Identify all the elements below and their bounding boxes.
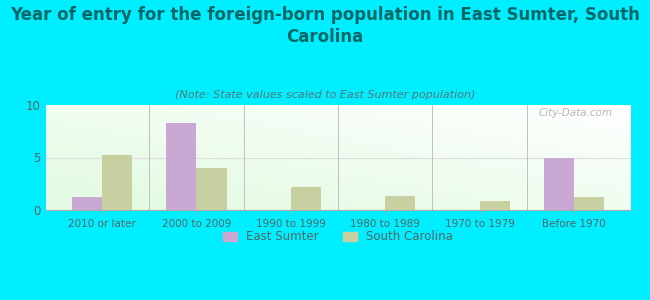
Text: (Note: State values scaled to East Sumter population): (Note: State values scaled to East Sumte…: [175, 90, 475, 100]
Bar: [385, 196, 415, 210]
Bar: [166, 123, 196, 210]
Bar: [196, 168, 227, 210]
Bar: [102, 155, 133, 210]
Bar: [291, 187, 321, 210]
Bar: [574, 197, 604, 210]
Bar: [72, 197, 102, 210]
Legend: East Sumter, South Carolina: East Sumter, South Carolina: [218, 226, 458, 248]
Text: City-Data.com: City-Data.com: [539, 108, 613, 118]
Bar: [543, 158, 574, 210]
Text: Year of entry for the foreign-born population in East Sumter, South
Carolina: Year of entry for the foreign-born popul…: [10, 6, 640, 46]
Bar: [480, 200, 510, 210]
